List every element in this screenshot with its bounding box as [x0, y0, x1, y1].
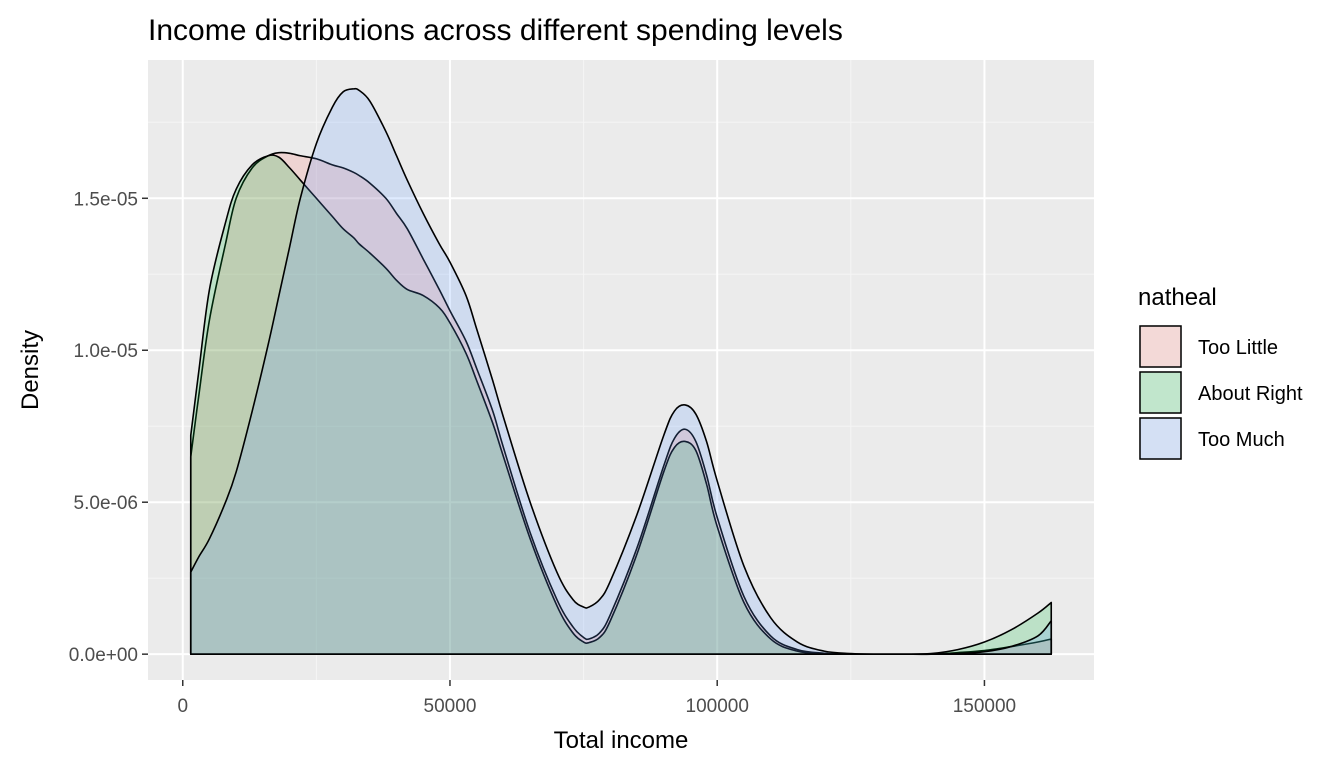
legend-label-too-little: Too Little — [1198, 337, 1278, 359]
x-tick-label: 50000 — [424, 696, 477, 717]
minor-gridlines — [148, 60, 1094, 680]
density-areas — [189, 87, 1053, 656]
legend-swatch-too-much — [1139, 417, 1182, 460]
legend-label-too-much: Too Much — [1198, 429, 1285, 451]
x-tick-label: 100000 — [686, 696, 749, 717]
y-tick-label: 1.5e-05 — [74, 189, 138, 210]
x-axis-title: Total income — [554, 727, 689, 754]
legend-swatch-too-little — [1139, 325, 1182, 368]
legend-key-bg — [1139, 371, 1182, 414]
y-tick-label: 5.0e-06 — [74, 493, 138, 514]
legend: natheal Too Little About Right Too Much — [1138, 284, 1303, 460]
legend-swatch-about-right — [1139, 371, 1182, 414]
legend-label-about-right: About Right — [1198, 383, 1303, 405]
y-tick-label: 0.0e+00 — [69, 645, 138, 666]
x-axis: 0 50000 100000 150000 — [177, 680, 1016, 717]
x-tick-label: 150000 — [953, 696, 1016, 717]
y-tick-label: 1.0e-05 — [74, 341, 138, 362]
legend-key-bg — [1139, 325, 1182, 368]
legend-title: natheal — [1138, 284, 1217, 311]
y-axis: 0.0e+00 5.0e-06 1.0e-05 1.5e-05 — [69, 189, 148, 666]
density-area-too-much — [189, 87, 1053, 656]
legend-key-bg — [1139, 417, 1182, 460]
x-tick-label: 0 — [177, 696, 188, 717]
plot-panel — [148, 60, 1094, 680]
chart-title: Income distributions across different sp… — [148, 14, 843, 47]
y-axis-title: Density — [17, 330, 44, 410]
